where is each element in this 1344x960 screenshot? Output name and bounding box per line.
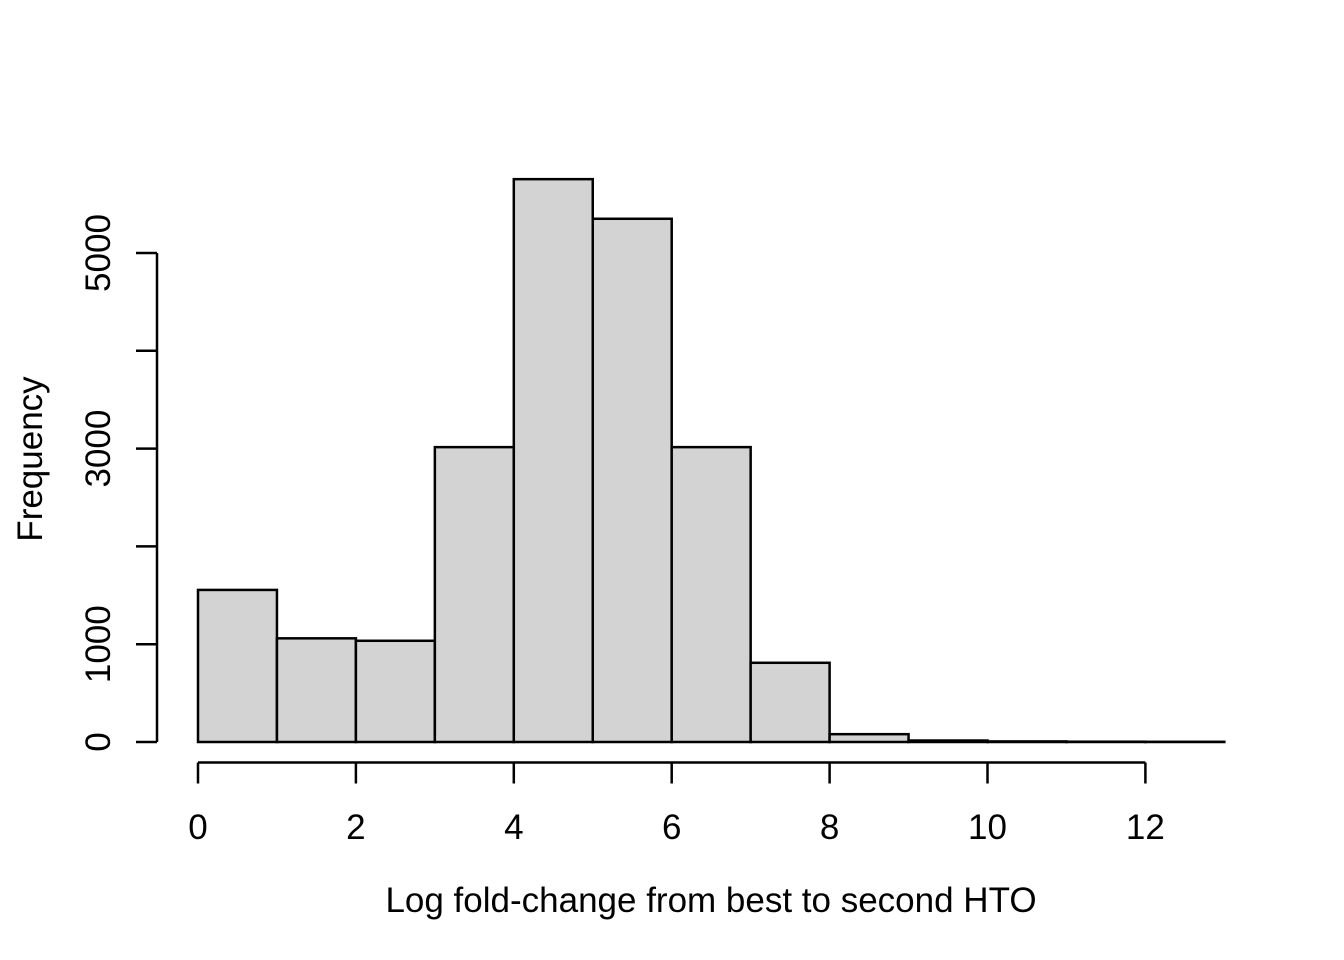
x-axis-tick-label: 8 <box>820 808 839 847</box>
histogram-bar <box>749 661 831 744</box>
x-axis-tick-label: 12 <box>1126 808 1165 847</box>
x-axis-tick-label: 4 <box>504 808 523 847</box>
x-axis-title: Log fold-change from best to second HTO <box>385 881 1036 920</box>
y-axis-tick-label: 3000 <box>79 410 118 488</box>
histogram-bar <box>354 639 437 744</box>
histogram-bar <box>591 217 673 744</box>
x-axis-tick-label: 10 <box>968 808 1007 847</box>
histogram-bar <box>512 177 594 744</box>
histogram-bar <box>828 732 910 744</box>
histogram-bar <box>196 588 279 744</box>
x-axis-tick-label: 6 <box>662 808 681 847</box>
histogram-bar <box>275 637 358 744</box>
x-axis-tick-label: 0 <box>188 808 207 847</box>
y-axis-tick-label: 5000 <box>79 214 118 292</box>
x-axis-tick-label: 2 <box>346 808 365 847</box>
histogram-bar <box>433 445 516 744</box>
histogram-bar <box>670 445 752 744</box>
histogram-bar <box>986 740 1068 744</box>
y-axis-title: Frequency <box>11 376 50 542</box>
histogram-bar <box>907 739 989 744</box>
y-axis-tick-label: 1000 <box>79 605 118 683</box>
y-axis-tick-label: 0 <box>79 732 118 751</box>
